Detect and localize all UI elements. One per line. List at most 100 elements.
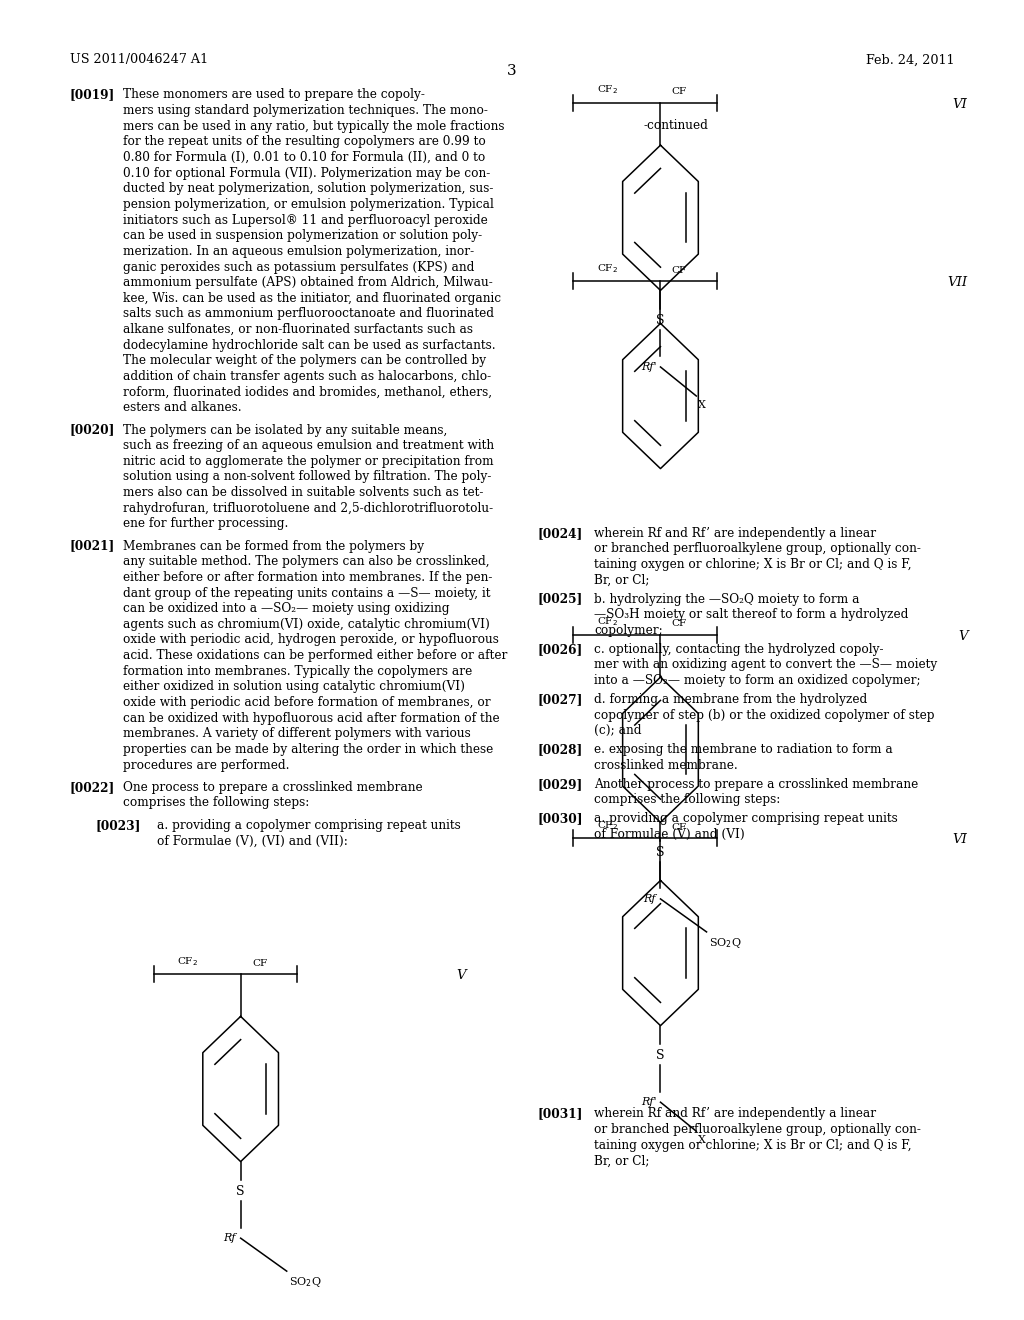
Text: CF$_2$: CF$_2$ xyxy=(597,615,618,628)
Text: mers also can be dissolved in suitable solvents such as tet-: mers also can be dissolved in suitable s… xyxy=(123,486,483,499)
Text: nitric acid to agglomerate the polymer or precipitation from: nitric acid to agglomerate the polymer o… xyxy=(123,455,494,467)
Text: CF: CF xyxy=(672,822,687,832)
Text: properties can be made by altering the order in which these: properties can be made by altering the o… xyxy=(123,743,494,756)
Text: CF: CF xyxy=(672,87,687,96)
Text: X: X xyxy=(698,400,707,411)
Text: 0.80 for Formula (I), 0.01 to 0.10 for Formula (II), and 0 to: 0.80 for Formula (I), 0.01 to 0.10 for F… xyxy=(123,150,485,164)
Text: S: S xyxy=(656,314,665,327)
Text: SO$_2$Q: SO$_2$Q xyxy=(289,1275,322,1290)
Text: either before or after formation into membranes. If the pen-: either before or after formation into me… xyxy=(123,572,493,583)
Text: Feb. 24, 2011: Feb. 24, 2011 xyxy=(866,53,954,66)
Text: or branched perfluoroalkylene group, optionally con-: or branched perfluoroalkylene group, opt… xyxy=(594,543,921,556)
Text: [0029]: [0029] xyxy=(538,777,583,791)
Text: such as freezing of an aqueous emulsion and treatment with: such as freezing of an aqueous emulsion … xyxy=(123,440,494,453)
Text: [0023]: [0023] xyxy=(95,818,140,832)
Text: any suitable method. The polymers can also be crosslinked,: any suitable method. The polymers can al… xyxy=(123,556,489,568)
Text: can be oxidized with hypofluorous acid after formation of the: can be oxidized with hypofluorous acid a… xyxy=(123,711,500,725)
Text: S: S xyxy=(656,1049,665,1063)
Text: S: S xyxy=(656,846,665,859)
Text: V: V xyxy=(457,969,466,982)
Text: d. forming a membrane from the hydrolyzed: d. forming a membrane from the hydrolyze… xyxy=(594,693,867,706)
Text: or branched perfluoroalkylene group, optionally con-: or branched perfluoroalkylene group, opt… xyxy=(594,1123,921,1137)
Text: copolymer;: copolymer; xyxy=(594,624,663,636)
Text: VI: VI xyxy=(952,833,968,846)
Text: -continued: -continued xyxy=(643,119,709,132)
Text: Br, or Cl;: Br, or Cl; xyxy=(594,1155,649,1167)
Text: X: X xyxy=(698,1135,707,1146)
Text: [0028]: [0028] xyxy=(538,743,583,756)
Text: Rf': Rf' xyxy=(641,1097,656,1107)
Text: taining oxygen or chlorine; X is Br or Cl; and Q is F,: taining oxygen or chlorine; X is Br or C… xyxy=(594,558,911,572)
Text: The molecular weight of the polymers can be controlled by: The molecular weight of the polymers can… xyxy=(123,354,486,367)
Text: salts such as ammonium perfluorooctanoate and fluorinated: salts such as ammonium perfluorooctanoat… xyxy=(123,308,494,321)
Text: wherein Rf and Rf’ are independently a linear: wherein Rf and Rf’ are independently a l… xyxy=(594,527,877,540)
Text: [0020]: [0020] xyxy=(70,424,115,437)
Text: initiators such as Lupersol® 11 and perfluoroacyl peroxide: initiators such as Lupersol® 11 and perf… xyxy=(123,214,487,227)
Text: mers using standard polymerization techniques. The mono-: mers using standard polymerization techn… xyxy=(123,104,487,117)
Text: ganic peroxides such as potassium persulfates (KPS) and: ganic peroxides such as potassium persul… xyxy=(123,260,474,273)
Text: pension polymerization, or emulsion polymerization. Typical: pension polymerization, or emulsion poly… xyxy=(123,198,494,211)
Text: Another process to prepare a crosslinked membrane: Another process to prepare a crosslinked… xyxy=(594,777,919,791)
Text: CF$_2$: CF$_2$ xyxy=(597,818,618,832)
Text: 3: 3 xyxy=(507,63,517,78)
Text: Br, or Cl;: Br, or Cl; xyxy=(594,574,649,586)
Text: mers can be used in any ratio, but typically the mole fractions: mers can be used in any ratio, but typic… xyxy=(123,120,505,133)
Text: merization. In an aqueous emulsion polymerization, inor-: merization. In an aqueous emulsion polym… xyxy=(123,246,474,257)
Text: agents such as chromium(VI) oxide, catalytic chromium(VI): agents such as chromium(VI) oxide, catal… xyxy=(123,618,489,631)
Text: These monomers are used to prepare the copoly-: These monomers are used to prepare the c… xyxy=(123,88,425,102)
Text: CF: CF xyxy=(672,265,687,275)
Text: dant group of the repeating units contains a —S— moiety, it: dant group of the repeating units contai… xyxy=(123,586,490,599)
Text: [0030]: [0030] xyxy=(538,812,583,825)
Text: Membranes can be formed from the polymers by: Membranes can be formed from the polymer… xyxy=(123,540,424,553)
Text: VI: VI xyxy=(952,98,968,111)
Text: can be oxidized into a —SO₂— moiety using oxidizing: can be oxidized into a —SO₂— moiety usin… xyxy=(123,602,450,615)
Text: membranes. A variety of different polymers with various: membranes. A variety of different polyme… xyxy=(123,727,471,741)
Text: either oxidized in solution using catalytic chromium(VI): either oxidized in solution using cataly… xyxy=(123,680,465,693)
Text: US 2011/0046247 A1: US 2011/0046247 A1 xyxy=(70,53,208,66)
Text: ducted by neat polymerization, solution polymerization, sus-: ducted by neat polymerization, solution … xyxy=(123,182,494,195)
Text: of Formulae (V) and (VI): of Formulae (V) and (VI) xyxy=(594,828,744,841)
Text: CF: CF xyxy=(252,958,267,968)
Text: ene for further processing.: ene for further processing. xyxy=(123,517,288,531)
Text: VII: VII xyxy=(947,276,968,289)
Text: roform, fluorinated iodides and bromides, methanol, ethers,: roform, fluorinated iodides and bromides… xyxy=(123,385,492,399)
Text: can be used in suspension polymerization or solution poly-: can be used in suspension polymerization… xyxy=(123,230,482,242)
Text: procedures are performed.: procedures are performed. xyxy=(123,759,290,772)
Text: oxide with periodic acid before formation of membranes, or: oxide with periodic acid before formatio… xyxy=(123,696,490,709)
Text: CF: CF xyxy=(672,619,687,628)
Text: V: V xyxy=(958,630,968,643)
Text: a. providing a copolymer comprising repeat units: a. providing a copolymer comprising repe… xyxy=(594,812,898,825)
Text: S: S xyxy=(237,1185,245,1199)
Text: b. hydrolyzing the —SO₂Q moiety to form a: b. hydrolyzing the —SO₂Q moiety to form … xyxy=(594,593,859,606)
Text: oxide with periodic acid, hydrogen peroxide, or hypofluorous: oxide with periodic acid, hydrogen perox… xyxy=(123,634,499,647)
Text: CF$_2$: CF$_2$ xyxy=(177,954,199,968)
Text: [0022]: [0022] xyxy=(70,781,115,793)
Text: The polymers can be isolated by any suitable means,: The polymers can be isolated by any suit… xyxy=(123,424,447,437)
Text: SO$_2$Q: SO$_2$Q xyxy=(709,936,741,950)
Text: [0021]: [0021] xyxy=(70,540,115,553)
Text: comprises the following steps:: comprises the following steps: xyxy=(123,796,309,809)
Text: c. optionally, contacting the hydrolyzed copoly-: c. optionally, contacting the hydrolyzed… xyxy=(594,643,884,656)
Text: [0025]: [0025] xyxy=(538,593,583,606)
Text: e. exposing the membrane to radiation to form a: e. exposing the membrane to radiation to… xyxy=(594,743,893,756)
Text: [0019]: [0019] xyxy=(70,88,115,102)
Text: a. providing a copolymer comprising repeat units: a. providing a copolymer comprising repe… xyxy=(157,818,461,832)
Text: CF$_2$: CF$_2$ xyxy=(597,261,618,275)
Text: acid. These oxidations can be performed either before or after: acid. These oxidations can be performed … xyxy=(123,649,507,663)
Text: One process to prepare a crosslinked membrane: One process to prepare a crosslinked mem… xyxy=(123,781,423,793)
Text: Rf': Rf' xyxy=(641,362,656,372)
Text: formation into membranes. Typically the copolymers are: formation into membranes. Typically the … xyxy=(123,665,472,677)
Text: for the repeat units of the resulting copolymers are 0.99 to: for the repeat units of the resulting co… xyxy=(123,136,485,148)
Text: rahydrofuran, trifluorotoluene and 2,5-dichlorotrifluorotolu-: rahydrofuran, trifluorotoluene and 2,5-d… xyxy=(123,502,493,515)
Text: [0031]: [0031] xyxy=(538,1107,583,1121)
Text: into a —SO₂— moiety to form an oxidized copolymer;: into a —SO₂— moiety to form an oxidized … xyxy=(594,675,921,686)
Text: crosslinked membrane.: crosslinked membrane. xyxy=(594,759,737,772)
Text: taining oxygen or chlorine; X is Br or Cl; and Q is F,: taining oxygen or chlorine; X is Br or C… xyxy=(594,1139,911,1152)
Text: alkane sulfonates, or non-fluorinated surfactants such as: alkane sulfonates, or non-fluorinated su… xyxy=(123,323,473,337)
Text: dodecylamine hydrochloride salt can be used as surfactants.: dodecylamine hydrochloride salt can be u… xyxy=(123,339,496,351)
Text: CF$_2$: CF$_2$ xyxy=(597,83,618,96)
Text: Rf: Rf xyxy=(643,894,655,904)
Text: 0.10 for optional Formula (VII). Polymerization may be con-: 0.10 for optional Formula (VII). Polymer… xyxy=(123,166,490,180)
Text: [0024]: [0024] xyxy=(538,527,583,540)
Text: copolymer of step (b) or the oxidized copolymer of step: copolymer of step (b) or the oxidized co… xyxy=(594,709,935,722)
